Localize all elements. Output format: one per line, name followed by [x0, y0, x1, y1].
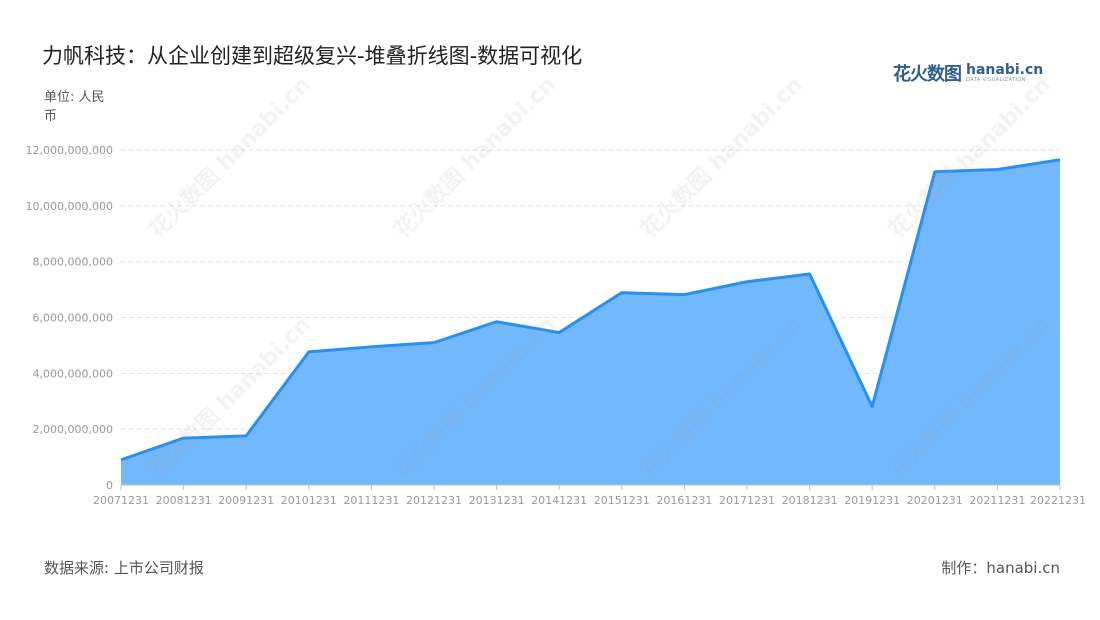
logo-cn-text: 花火数图	[893, 64, 962, 85]
x-tick-label: 20171231	[719, 494, 775, 507]
x-tick-label: 20181231	[782, 494, 838, 507]
data-point	[995, 168, 999, 172]
data-point	[1058, 158, 1062, 162]
y-tick-label: 2,000,000,000	[33, 423, 113, 436]
data-point	[119, 458, 123, 462]
y-tick-label: 4,000,000,000	[33, 367, 113, 380]
data-point	[745, 280, 749, 284]
x-tick-label: 20121231	[406, 494, 462, 507]
y-tick-label: 8,000,000,000	[33, 256, 113, 269]
data-point	[620, 291, 624, 295]
x-tick-label: 20141231	[531, 494, 587, 507]
data-source: 数据来源: 上市公司财报	[44, 559, 204, 577]
logo-sub-text: DATA VISUALIZATION	[966, 77, 1026, 83]
x-tick-label: 20081231	[156, 494, 212, 507]
series-area	[121, 159, 1060, 486]
chart-title: 力帆科技：从企业创建到超级复兴-堆叠折线图-数据可视化	[42, 44, 583, 68]
credit-label: 制作：hanabi.cn	[941, 559, 1060, 577]
data-point	[432, 341, 436, 345]
x-tick-label: 20161231	[656, 494, 712, 507]
y-tick-label: 10,000,000,000	[26, 200, 113, 213]
data-point	[870, 405, 874, 409]
data-point	[369, 345, 373, 349]
data-point	[307, 350, 311, 354]
data-point	[182, 436, 186, 440]
unit-label: 单位: 人民币	[44, 90, 105, 124]
y-tick-label: 0	[106, 479, 113, 492]
data-point	[933, 170, 937, 174]
logo-en-text: hanabi.cn	[966, 62, 1044, 78]
x-tick-label: 20191231	[844, 494, 900, 507]
series-line	[120, 158, 1061, 462]
x-tick-label: 20131231	[469, 494, 525, 507]
data-point	[557, 331, 561, 335]
data-point	[495, 320, 499, 324]
data-point	[682, 293, 686, 297]
data-point	[808, 272, 812, 276]
x-tick-label: 20071231	[93, 494, 149, 507]
x-tick-label: 20101231	[281, 494, 337, 507]
brand-logo[interactable]: 花火数图 hanabi.cn DATA VISUALIZATION	[893, 61, 1043, 85]
logo-en-block: hanabi.cn DATA VISUALIZATION	[966, 63, 1043, 83]
data-point	[244, 434, 248, 438]
x-tick-label: 20111231	[343, 494, 399, 507]
y-tick-label: 12,000,000,000	[26, 144, 113, 157]
y-tick-label: 6,000,000,000	[33, 312, 113, 325]
x-tick-label: 20221231	[1030, 494, 1086, 507]
x-tick-label: 20151231	[594, 494, 650, 507]
x-tick-label: 20201231	[907, 494, 963, 507]
x-tick-label: 20091231	[218, 494, 274, 507]
x-tick-label: 20211231	[969, 494, 1025, 507]
